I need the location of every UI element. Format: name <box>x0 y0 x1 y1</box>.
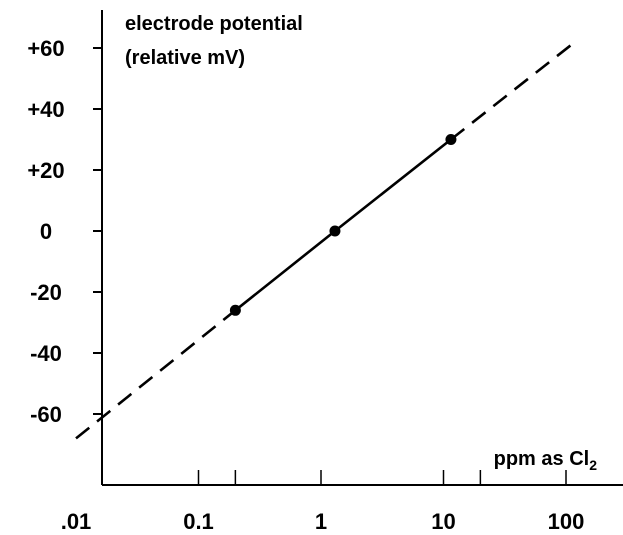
x-axis-title-main: ppm as Cl <box>494 448 590 470</box>
y-tick-label: +20 <box>27 158 64 183</box>
series-lines <box>75 43 572 440</box>
y-axis-title-line1: electrode potential <box>125 13 303 35</box>
y-tick-label: -20 <box>30 280 62 305</box>
y-tick-label: 0 <box>40 219 52 244</box>
y-tick-label: +40 <box>27 97 64 122</box>
extrapolated-dashed-line <box>450 43 572 141</box>
y-tick-label: -40 <box>30 341 62 366</box>
x-tick-label: 10 <box>431 509 455 534</box>
x-tick-label: 1 <box>315 509 327 534</box>
y-tick-label: +60 <box>27 36 64 61</box>
tick-labels: +60 +40 +20 0 -20 -40 -60 .01 0.1 1 10 100 <box>27 36 584 534</box>
y-axis-title-line2: (relative mV) <box>125 47 245 69</box>
measured-line <box>234 138 452 312</box>
x-tick-label: .01 <box>61 509 92 534</box>
axis-ticks <box>93 47 567 485</box>
data-markers <box>229 134 457 316</box>
data-point <box>229 304 241 316</box>
data-point <box>445 134 457 145</box>
data-point <box>329 225 341 237</box>
y-tick-label: -60 <box>30 402 62 427</box>
x-tick-label: 100 <box>548 509 585 534</box>
x-tick-label: 0.1 <box>183 509 214 534</box>
x-axis-title: ppm as Cl2 <box>494 448 598 473</box>
x-axis-title-subscript: 2 <box>589 457 597 473</box>
extrapolated-dashed-line <box>75 309 237 440</box>
